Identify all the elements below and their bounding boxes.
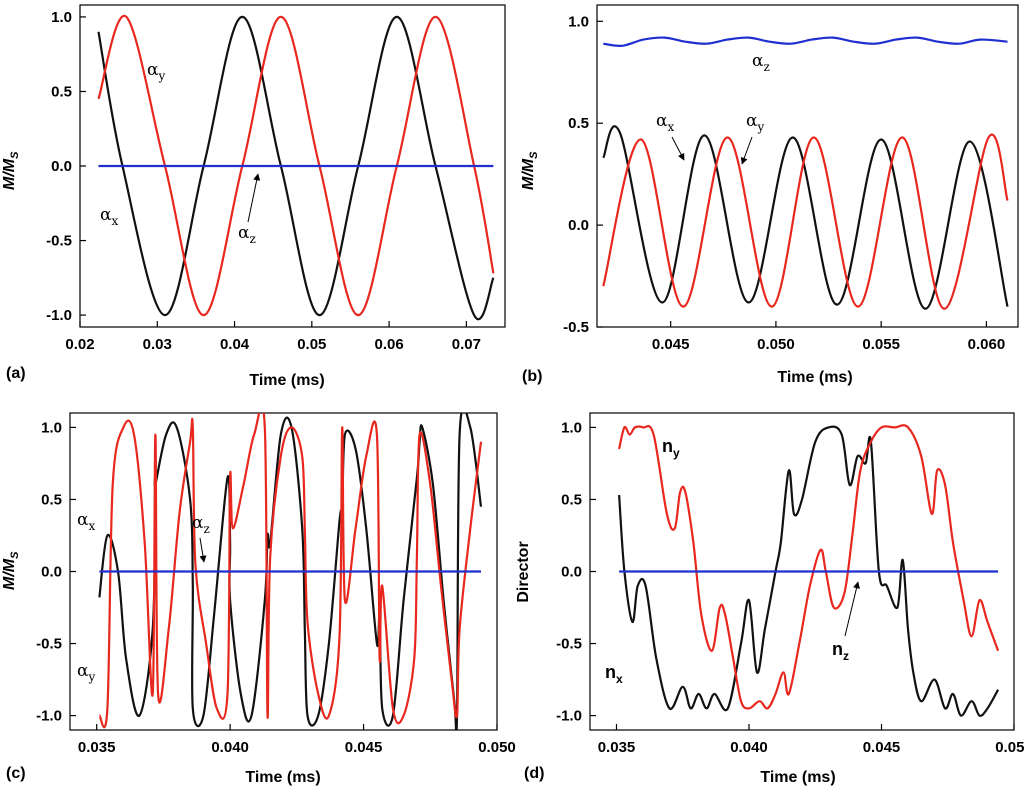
panel-d-label: (d) — [524, 765, 544, 782]
annotation-alpha-z: αz — [238, 223, 256, 246]
arrow-alpha-z — [247, 173, 261, 223]
annotation-alpha-y: αy — [746, 111, 764, 134]
x-tick-label: 0.040 — [730, 739, 768, 756]
x-tick-label: 0.050 — [478, 739, 516, 756]
arrow-alpha-x — [671, 136, 685, 161]
y-tick-label: 0.0 — [568, 217, 589, 234]
annotation-alpha-z: αz — [752, 51, 770, 74]
arrow-alpha-z — [199, 537, 207, 563]
x-tick-label: 0.035 — [598, 739, 636, 756]
panel-a-xlabel: Time (ms) — [249, 372, 324, 389]
y-tick-label: 0.0 — [51, 158, 72, 175]
series-line-n-y — [618, 424, 1000, 710]
panel-b: 1.0 0.5 0.0 -0.5 0.045 0.050 0.055 0.060 (b) Ti… — [520, 4, 1019, 386]
series-line-α-y — [602, 133, 1009, 310]
panel-d-plot: 1.0 0.5 0.0 -0.5 -1.0 0.035 0.040 0.045 0.050 — [556, 419, 1024, 756]
y-tick-label: -1.0 — [36, 708, 62, 725]
panel-c-label: (c) — [6, 765, 26, 782]
y-tick-label: 1.0 — [41, 419, 62, 436]
panel-a: 1.0 0.5 0.0 -0.5 -1.0 0.02 0.03 0.04 0.05 0.06 0.0… — [1, 4, 506, 389]
series-line-α-z — [603, 36, 1008, 47]
y-tick-label: 0.5 — [561, 491, 582, 508]
annotation-alpha-x: αx — [77, 510, 95, 533]
panel-c-xlabel: Time (ms) — [245, 769, 320, 786]
y-tick-label: -0.5 — [563, 319, 589, 336]
panel-b-plot: 1.0 0.5 0.0 -0.5 0.045 0.050 0.055 0.060 — [563, 13, 1009, 353]
panel-b-xlabel: Time (ms) — [777, 369, 852, 386]
annotation-alpha-x: αx — [100, 205, 118, 228]
annotation-n-z: nz — [832, 639, 849, 663]
x-tick-label: 0.045 — [345, 739, 383, 756]
y-tick-label: -0.5 — [46, 233, 72, 250]
panel-d-ylabel: Director — [515, 541, 532, 602]
panel-a-label: (a) — [6, 365, 26, 382]
annotation-n-x: nx — [605, 662, 623, 686]
y-tick-label: -0.5 — [556, 636, 582, 653]
x-tick-label: 0.045 — [652, 336, 690, 353]
panel-a-ylabel: M/MS — [1, 151, 21, 190]
panel-c: 1.0 0.5 0.0 -0.5 -1.0 0.035 0.040 0.045 0.050 (c… — [1, 412, 516, 786]
y-tick-label: 0.0 — [561, 564, 582, 581]
x-tick-label: 0.02 — [65, 336, 94, 353]
annotation-alpha-x: αx — [656, 111, 674, 134]
y-tick-label: 1.0 — [561, 419, 582, 436]
panel-b-ylabel: M/MS — [520, 151, 540, 190]
arrow-alpha-y — [740, 136, 753, 165]
x-tick-label: 0.035 — [78, 739, 116, 756]
x-tick-label: 0.050 — [995, 739, 1024, 756]
panel-b-label: (b) — [522, 368, 542, 385]
series-line-n-x — [618, 425, 1000, 717]
annotation-alpha-z: αz — [192, 513, 210, 536]
panel-d: 1.0 0.5 0.0 -0.5 -1.0 0.035 0.040 0.045 0.050 (d… — [515, 412, 1024, 786]
y-tick-label: 0.0 — [41, 564, 62, 581]
x-tick-label: 0.060 — [968, 336, 1006, 353]
series-line-α-x — [98, 413, 483, 730]
y-tick-label: -0.5 — [36, 636, 62, 653]
series-line-α-x — [602, 125, 1009, 310]
panel-b-frame — [596, 4, 1019, 328]
panel-a-plot: 1.0 0.5 0.0 -0.5 -1.0 0.02 0.03 0.04 0.05 0.06 0.0… — [46, 9, 495, 353]
y-tick-label: 0.5 — [51, 83, 72, 100]
y-tick-label: 0.5 — [41, 491, 62, 508]
x-tick-label: 0.050 — [757, 336, 795, 353]
series-line-α-y — [98, 413, 483, 729]
x-tick-label: 0.03 — [143, 336, 172, 353]
y-tick-label: 1.0 — [51, 9, 72, 26]
x-tick-label: 0.045 — [863, 739, 901, 756]
panel-c-ylabel: M/MS — [1, 551, 21, 590]
panel-d-xlabel: Time (ms) — [760, 769, 835, 786]
series-line-α-y — [97, 14, 495, 317]
y-tick-label: -1.0 — [46, 307, 72, 324]
annotation-n-y: ny — [662, 436, 680, 460]
panel-c-plot: 1.0 0.5 0.0 -0.5 -1.0 0.035 0.040 0.045 0.050 — [36, 413, 516, 756]
x-tick-label: 0.07 — [452, 336, 481, 353]
arrow-n-z — [844, 581, 860, 637]
annotation-alpha-y: αy — [77, 661, 95, 684]
x-tick-label: 0.06 — [374, 336, 403, 353]
x-tick-label: 0.055 — [862, 336, 900, 353]
y-tick-label: 1.0 — [568, 13, 589, 30]
y-tick-label: -1.0 — [556, 708, 582, 725]
x-tick-label: 0.05 — [297, 336, 326, 353]
annotation-alpha-y: αy — [147, 60, 165, 83]
y-tick-label: 0.5 — [568, 115, 589, 132]
x-tick-label: 0.040 — [211, 739, 249, 756]
x-tick-label: 0.04 — [220, 336, 250, 353]
